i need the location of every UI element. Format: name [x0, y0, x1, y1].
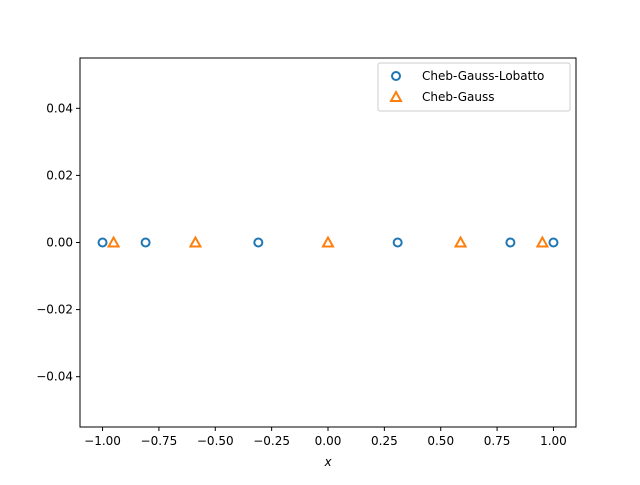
x-tick-label: −0.75 — [141, 434, 178, 448]
series-1 — [97, 237, 559, 248]
legend-box — [377, 62, 571, 112]
legend-entry: Cheb-Gauss-Lobatto — [391, 69, 544, 83]
y-tick-label: 0.02 — [46, 168, 73, 182]
data-point — [535, 235, 550, 248]
plot-background — [80, 58, 576, 427]
x-axis-label: x — [323, 455, 332, 469]
x-tick-label: 0.00 — [315, 434, 342, 448]
series-2 — [106, 235, 550, 248]
data-point — [97, 237, 108, 248]
axes-layer: −1.00 −0.75 −0.50 −0.25 0.00 0.25 0.50 0.75 1.00… — [36, 57, 577, 469]
data-point — [453, 235, 468, 248]
x-tick-label: 0.50 — [427, 434, 454, 448]
y-tick-label: −0.04 — [36, 370, 73, 384]
x-tick-label: −0.50 — [197, 434, 234, 448]
y-tick-label: −0.02 — [36, 303, 73, 317]
data-point — [321, 235, 335, 248]
x-tick-label: −1.00 — [84, 434, 121, 448]
legend-label: Cheb-Gauss — [422, 90, 495, 104]
data-point — [505, 237, 516, 248]
x-tick-label: −0.25 — [253, 434, 290, 448]
data-point — [392, 237, 403, 248]
x-tick-label: 0.25 — [371, 434, 398, 448]
data-point — [253, 237, 264, 248]
y-tick-label: 0.00 — [46, 236, 73, 250]
data-point — [548, 237, 559, 248]
data-point — [140, 237, 151, 248]
data-point — [188, 235, 203, 248]
legend-entry: Cheb-Gauss — [389, 89, 495, 104]
data-point — [106, 235, 121, 248]
legend-marker — [389, 89, 403, 102]
y-tick-label: 0.04 — [46, 101, 73, 115]
legend-marker — [391, 71, 401, 81]
legend-label: Cheb-Gauss-Lobatto — [422, 69, 544, 83]
x-tick-label: 1.00 — [540, 434, 567, 448]
x-tick-label: 0.75 — [484, 434, 511, 448]
marks-layer — [97, 235, 559, 248]
legend: Cheb-Gauss-Lobatto Cheb-Gauss — [377, 62, 571, 112]
